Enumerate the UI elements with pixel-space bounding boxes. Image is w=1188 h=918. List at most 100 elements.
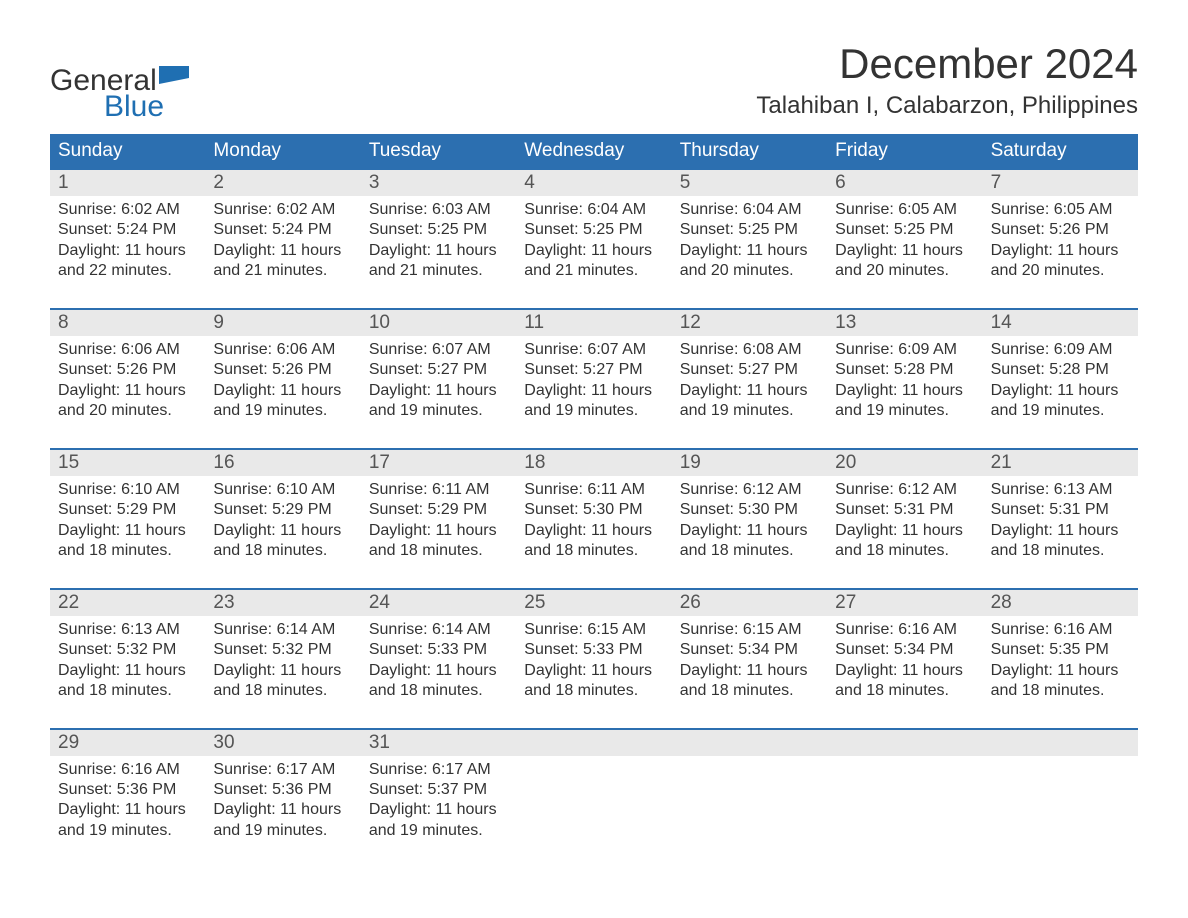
day-cell — [983, 756, 1138, 850]
daylight-line2: and 22 minutes. — [58, 261, 197, 281]
daylight-line2: and 18 minutes. — [369, 681, 508, 701]
daylight-line2: and 18 minutes. — [680, 541, 819, 561]
day-cell: Sunrise: 6:12 AMSunset: 5:31 PMDaylight:… — [827, 476, 982, 570]
day-number: 12 — [672, 310, 827, 336]
sunset-line: Sunset: 5:27 PM — [680, 360, 819, 380]
day-cell: Sunrise: 6:14 AMSunset: 5:33 PMDaylight:… — [361, 616, 516, 710]
day-cell: Sunrise: 6:17 AMSunset: 5:37 PMDaylight:… — [361, 756, 516, 850]
sunrise-line: Sunrise: 6:17 AM — [369, 760, 508, 780]
weekday-header: Saturday — [983, 134, 1138, 168]
sunset-line: Sunset: 5:37 PM — [369, 780, 508, 800]
calendar-week: 891011121314Sunrise: 6:06 AMSunset: 5:26… — [50, 308, 1138, 430]
daylight-line2: and 18 minutes. — [680, 681, 819, 701]
sunrise-line: Sunrise: 6:02 AM — [213, 200, 352, 220]
calendar-week: 22232425262728Sunrise: 6:13 AMSunset: 5:… — [50, 588, 1138, 710]
sunrise-line: Sunrise: 6:04 AM — [680, 200, 819, 220]
day-cell: Sunrise: 6:10 AMSunset: 5:29 PMDaylight:… — [205, 476, 360, 570]
daylight-line1: Daylight: 11 hours — [835, 381, 974, 401]
sunrise-line: Sunrise: 6:09 AM — [835, 340, 974, 360]
day-number: 8 — [50, 310, 205, 336]
daylight-line1: Daylight: 11 hours — [369, 241, 508, 261]
daylight-line2: and 19 minutes. — [835, 401, 974, 421]
sunrise-line: Sunrise: 6:08 AM — [680, 340, 819, 360]
sunrise-line: Sunrise: 6:09 AM — [991, 340, 1130, 360]
sunrise-line: Sunrise: 6:10 AM — [213, 480, 352, 500]
day-number: 10 — [361, 310, 516, 336]
day-number: 9 — [205, 310, 360, 336]
daylight-line2: and 19 minutes. — [213, 401, 352, 421]
sunset-line: Sunset: 5:36 PM — [58, 780, 197, 800]
daylight-line1: Daylight: 11 hours — [58, 800, 197, 820]
day-number: 28 — [983, 590, 1138, 616]
weekday-header: Friday — [827, 134, 982, 168]
day-cell: Sunrise: 6:11 AMSunset: 5:30 PMDaylight:… — [516, 476, 671, 570]
sunset-line: Sunset: 5:27 PM — [369, 360, 508, 380]
sunrise-line: Sunrise: 6:12 AM — [680, 480, 819, 500]
daylight-line1: Daylight: 11 hours — [524, 241, 663, 261]
sunset-line: Sunset: 5:31 PM — [991, 500, 1130, 520]
sunset-line: Sunset: 5:29 PM — [369, 500, 508, 520]
daylight-line2: and 18 minutes. — [524, 681, 663, 701]
weekday-header: Monday — [205, 134, 360, 168]
daylight-line2: and 18 minutes. — [835, 541, 974, 561]
day-cell: Sunrise: 6:04 AMSunset: 5:25 PMDaylight:… — [516, 196, 671, 290]
day-number: 23 — [205, 590, 360, 616]
sunset-line: Sunset: 5:32 PM — [213, 640, 352, 660]
weekday-header-row: SundayMondayTuesdayWednesdayThursdayFrid… — [50, 134, 1138, 168]
sunset-line: Sunset: 5:34 PM — [835, 640, 974, 660]
daylight-line1: Daylight: 11 hours — [680, 521, 819, 541]
day-number: 7 — [983, 170, 1138, 196]
daylight-line1: Daylight: 11 hours — [680, 241, 819, 261]
weekday-header: Wednesday — [516, 134, 671, 168]
sunrise-line: Sunrise: 6:07 AM — [369, 340, 508, 360]
day-cell — [672, 756, 827, 850]
day-number: 4 — [516, 170, 671, 196]
daylight-line1: Daylight: 11 hours — [369, 661, 508, 681]
sunset-line: Sunset: 5:25 PM — [524, 220, 663, 240]
day-cell: Sunrise: 6:16 AMSunset: 5:34 PMDaylight:… — [827, 616, 982, 710]
daylight-line1: Daylight: 11 hours — [680, 661, 819, 681]
day-cell: Sunrise: 6:05 AMSunset: 5:25 PMDaylight:… — [827, 196, 982, 290]
day-number: 24 — [361, 590, 516, 616]
sunrise-line: Sunrise: 6:13 AM — [991, 480, 1130, 500]
day-cell: Sunrise: 6:16 AMSunset: 5:36 PMDaylight:… — [50, 756, 205, 850]
sunrise-line: Sunrise: 6:03 AM — [369, 200, 508, 220]
calendar-week: 15161718192021Sunrise: 6:10 AMSunset: 5:… — [50, 448, 1138, 570]
day-number: 18 — [516, 450, 671, 476]
sunset-line: Sunset: 5:31 PM — [835, 500, 974, 520]
flag-icon — [159, 58, 189, 92]
sunset-line: Sunset: 5:33 PM — [369, 640, 508, 660]
sunset-line: Sunset: 5:35 PM — [991, 640, 1130, 660]
day-cell: Sunrise: 6:03 AMSunset: 5:25 PMDaylight:… — [361, 196, 516, 290]
sunrise-line: Sunrise: 6:10 AM — [58, 480, 197, 500]
day-number: 11 — [516, 310, 671, 336]
daylight-line2: and 18 minutes. — [58, 681, 197, 701]
daylight-line2: and 21 minutes. — [524, 261, 663, 281]
daylight-line1: Daylight: 11 hours — [213, 241, 352, 261]
sunset-line: Sunset: 5:28 PM — [835, 360, 974, 380]
daylight-line1: Daylight: 11 hours — [835, 661, 974, 681]
daylight-line2: and 20 minutes. — [58, 401, 197, 421]
daylight-line2: and 21 minutes. — [369, 261, 508, 281]
day-number — [672, 730, 827, 756]
sunrise-line: Sunrise: 6:17 AM — [213, 760, 352, 780]
sunrise-line: Sunrise: 6:04 AM — [524, 200, 663, 220]
daylight-line2: and 19 minutes. — [524, 401, 663, 421]
day-number: 21 — [983, 450, 1138, 476]
daylight-line2: and 18 minutes. — [991, 681, 1130, 701]
daylight-line1: Daylight: 11 hours — [213, 381, 352, 401]
day-cell: Sunrise: 6:09 AMSunset: 5:28 PMDaylight:… — [827, 336, 982, 430]
sunset-line: Sunset: 5:32 PM — [58, 640, 197, 660]
sunset-line: Sunset: 5:24 PM — [58, 220, 197, 240]
weekday-header: Thursday — [672, 134, 827, 168]
sunrise-line: Sunrise: 6:11 AM — [369, 480, 508, 500]
daylight-line1: Daylight: 11 hours — [213, 521, 352, 541]
sunrise-line: Sunrise: 6:15 AM — [524, 620, 663, 640]
weekday-header: Sunday — [50, 134, 205, 168]
sunrise-line: Sunrise: 6:15 AM — [680, 620, 819, 640]
sunset-line: Sunset: 5:36 PM — [213, 780, 352, 800]
daylight-line1: Daylight: 11 hours — [991, 661, 1130, 681]
sunrise-line: Sunrise: 6:05 AM — [835, 200, 974, 220]
sunset-line: Sunset: 5:30 PM — [524, 500, 663, 520]
sunrise-line: Sunrise: 6:05 AM — [991, 200, 1130, 220]
